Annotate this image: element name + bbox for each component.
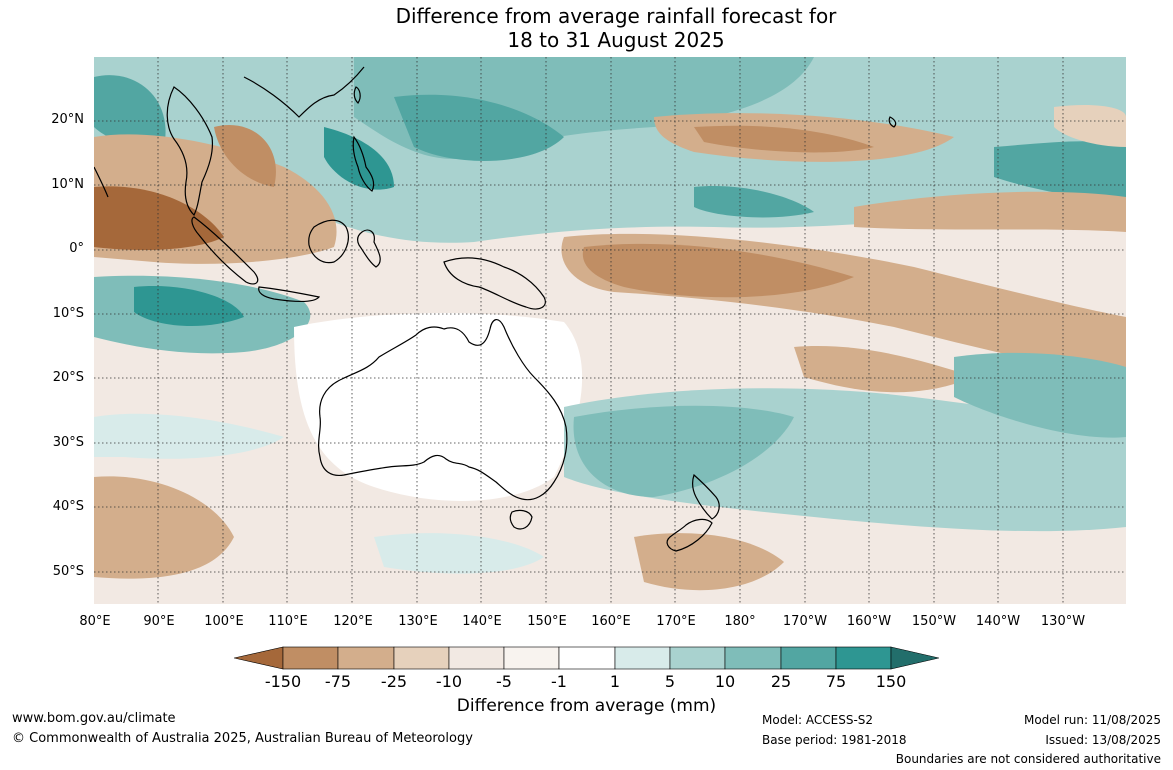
footer-base-period: Base period: 1981-2018: [762, 733, 907, 747]
legend-swatch-above-150: [890, 646, 939, 670]
legend-swatch-5-10: [669, 646, 726, 670]
legend-tick-75: 75: [825, 672, 847, 691]
legend-tick-1: 1: [609, 672, 621, 691]
footer-issued: Issued: 13/08/2025: [1045, 733, 1161, 747]
lat-label-20s: 20°S: [52, 370, 84, 385]
australia-coastline: [317, 319, 568, 501]
lat-label-40s: 40°S: [52, 499, 84, 514]
new-zealand-south-coastline: [666, 518, 713, 552]
rainfall-anomaly-map-svg: [94, 57, 1126, 604]
lon-label-160e: 160°E: [591, 614, 631, 629]
lat-label-10n: 10°N: [51, 177, 84, 192]
legend-swatch-10-5: [448, 646, 505, 670]
lon-label-140w: 140°W: [975, 614, 1021, 629]
legend-tick-25: 25: [770, 672, 792, 691]
lat-label-20n: 20°N: [51, 112, 84, 127]
lon-label-120e: 120°E: [333, 614, 373, 629]
legend-colorbar: [234, 646, 939, 670]
lat-label-0: 0°: [69, 241, 84, 256]
legend-swatch-10-25: [724, 646, 782, 670]
legend-tick--25: -25: [380, 672, 408, 691]
sulawesi-coastline: [356, 229, 381, 268]
legend-tick--75: -75: [324, 672, 352, 691]
legend-tick--5: -5: [496, 672, 512, 691]
legend-swatch-75-25: [337, 646, 395, 670]
sumatra-coastline: [191, 216, 259, 285]
lon-label-130w: 130°W: [1040, 614, 1086, 629]
legend-swatch-25-10: [393, 646, 450, 670]
legend-title: Difference from average (mm): [456, 696, 717, 716]
rainfall-anomaly-map: [94, 57, 1126, 604]
lon-label-100e: 100°E: [204, 614, 244, 629]
new-zealand-north-coastline: [692, 473, 720, 520]
philippines-coastline: [352, 135, 375, 192]
legend-tick-5: 5: [664, 672, 676, 691]
indochina-coastline: [166, 86, 214, 217]
map-title-line1: Difference from average rainfall forecas…: [395, 4, 837, 28]
footer-model-run: Model run: 11/08/2025: [1023, 713, 1161, 727]
lon-label-150e: 150°E: [527, 614, 567, 629]
tasmania-coastline: [509, 509, 533, 530]
map-title-line2: 18 to 31 August 2025: [507, 28, 725, 52]
new-guinea-coastline: [443, 257, 546, 310]
legend-tick--1: -1: [551, 672, 567, 691]
footer-copyright: © Commonwealth of Australia 2025, Austra…: [12, 731, 473, 746]
legend-tick--10: -10: [435, 672, 463, 691]
lon-label-140e: 140°E: [462, 614, 502, 629]
legend-tick-10: 10: [714, 672, 736, 691]
lat-label-50s: 50°S: [52, 564, 84, 579]
legend-tick--150: -150: [264, 672, 302, 691]
lon-label-80e: 80°E: [79, 614, 111, 629]
legend-swatch-25-75: [780, 646, 837, 670]
legend-swatch-1-1: [558, 646, 616, 670]
footer-model: Model: ACCESS-S2: [762, 713, 874, 727]
lon-label-90e: 90°E: [143, 614, 175, 629]
footer-disclaimer: Boundaries are not considered authoritat…: [895, 752, 1161, 766]
legend-swatch-5-1: [503, 646, 560, 670]
china-coastline: [243, 66, 365, 118]
legend-swatch-below-150: [234, 646, 284, 670]
lon-label-110e: 110°E: [268, 614, 308, 629]
lon-label-160w: 160°W: [846, 614, 892, 629]
lon-label-170w: 170°W: [782, 614, 828, 629]
java-coastline: [258, 286, 321, 302]
legend-tick-150: 150: [875, 672, 907, 691]
map-title: Difference from average rainfall forecas…: [0, 4, 1173, 52]
footer-url[interactable]: www.bom.gov.au/climate: [12, 711, 176, 726]
lat-label-30s: 30°S: [52, 435, 84, 450]
lon-label-180: 180°: [724, 614, 756, 629]
lon-label-150w: 150°W: [911, 614, 957, 629]
lat-label-10s: 10°S: [52, 306, 84, 321]
taiwan-coastline: [353, 86, 361, 104]
india-coastline: [94, 166, 109, 198]
lon-label-170e: 170°E: [656, 614, 696, 629]
hawaii-coastline: [888, 116, 897, 128]
legend-swatch-1-5: [614, 646, 671, 670]
lon-label-130e: 130°E: [398, 614, 438, 629]
legend-swatch-75-150: [835, 646, 892, 670]
legend-swatch-150-75: [282, 646, 339, 670]
borneo-coastline: [308, 219, 349, 264]
